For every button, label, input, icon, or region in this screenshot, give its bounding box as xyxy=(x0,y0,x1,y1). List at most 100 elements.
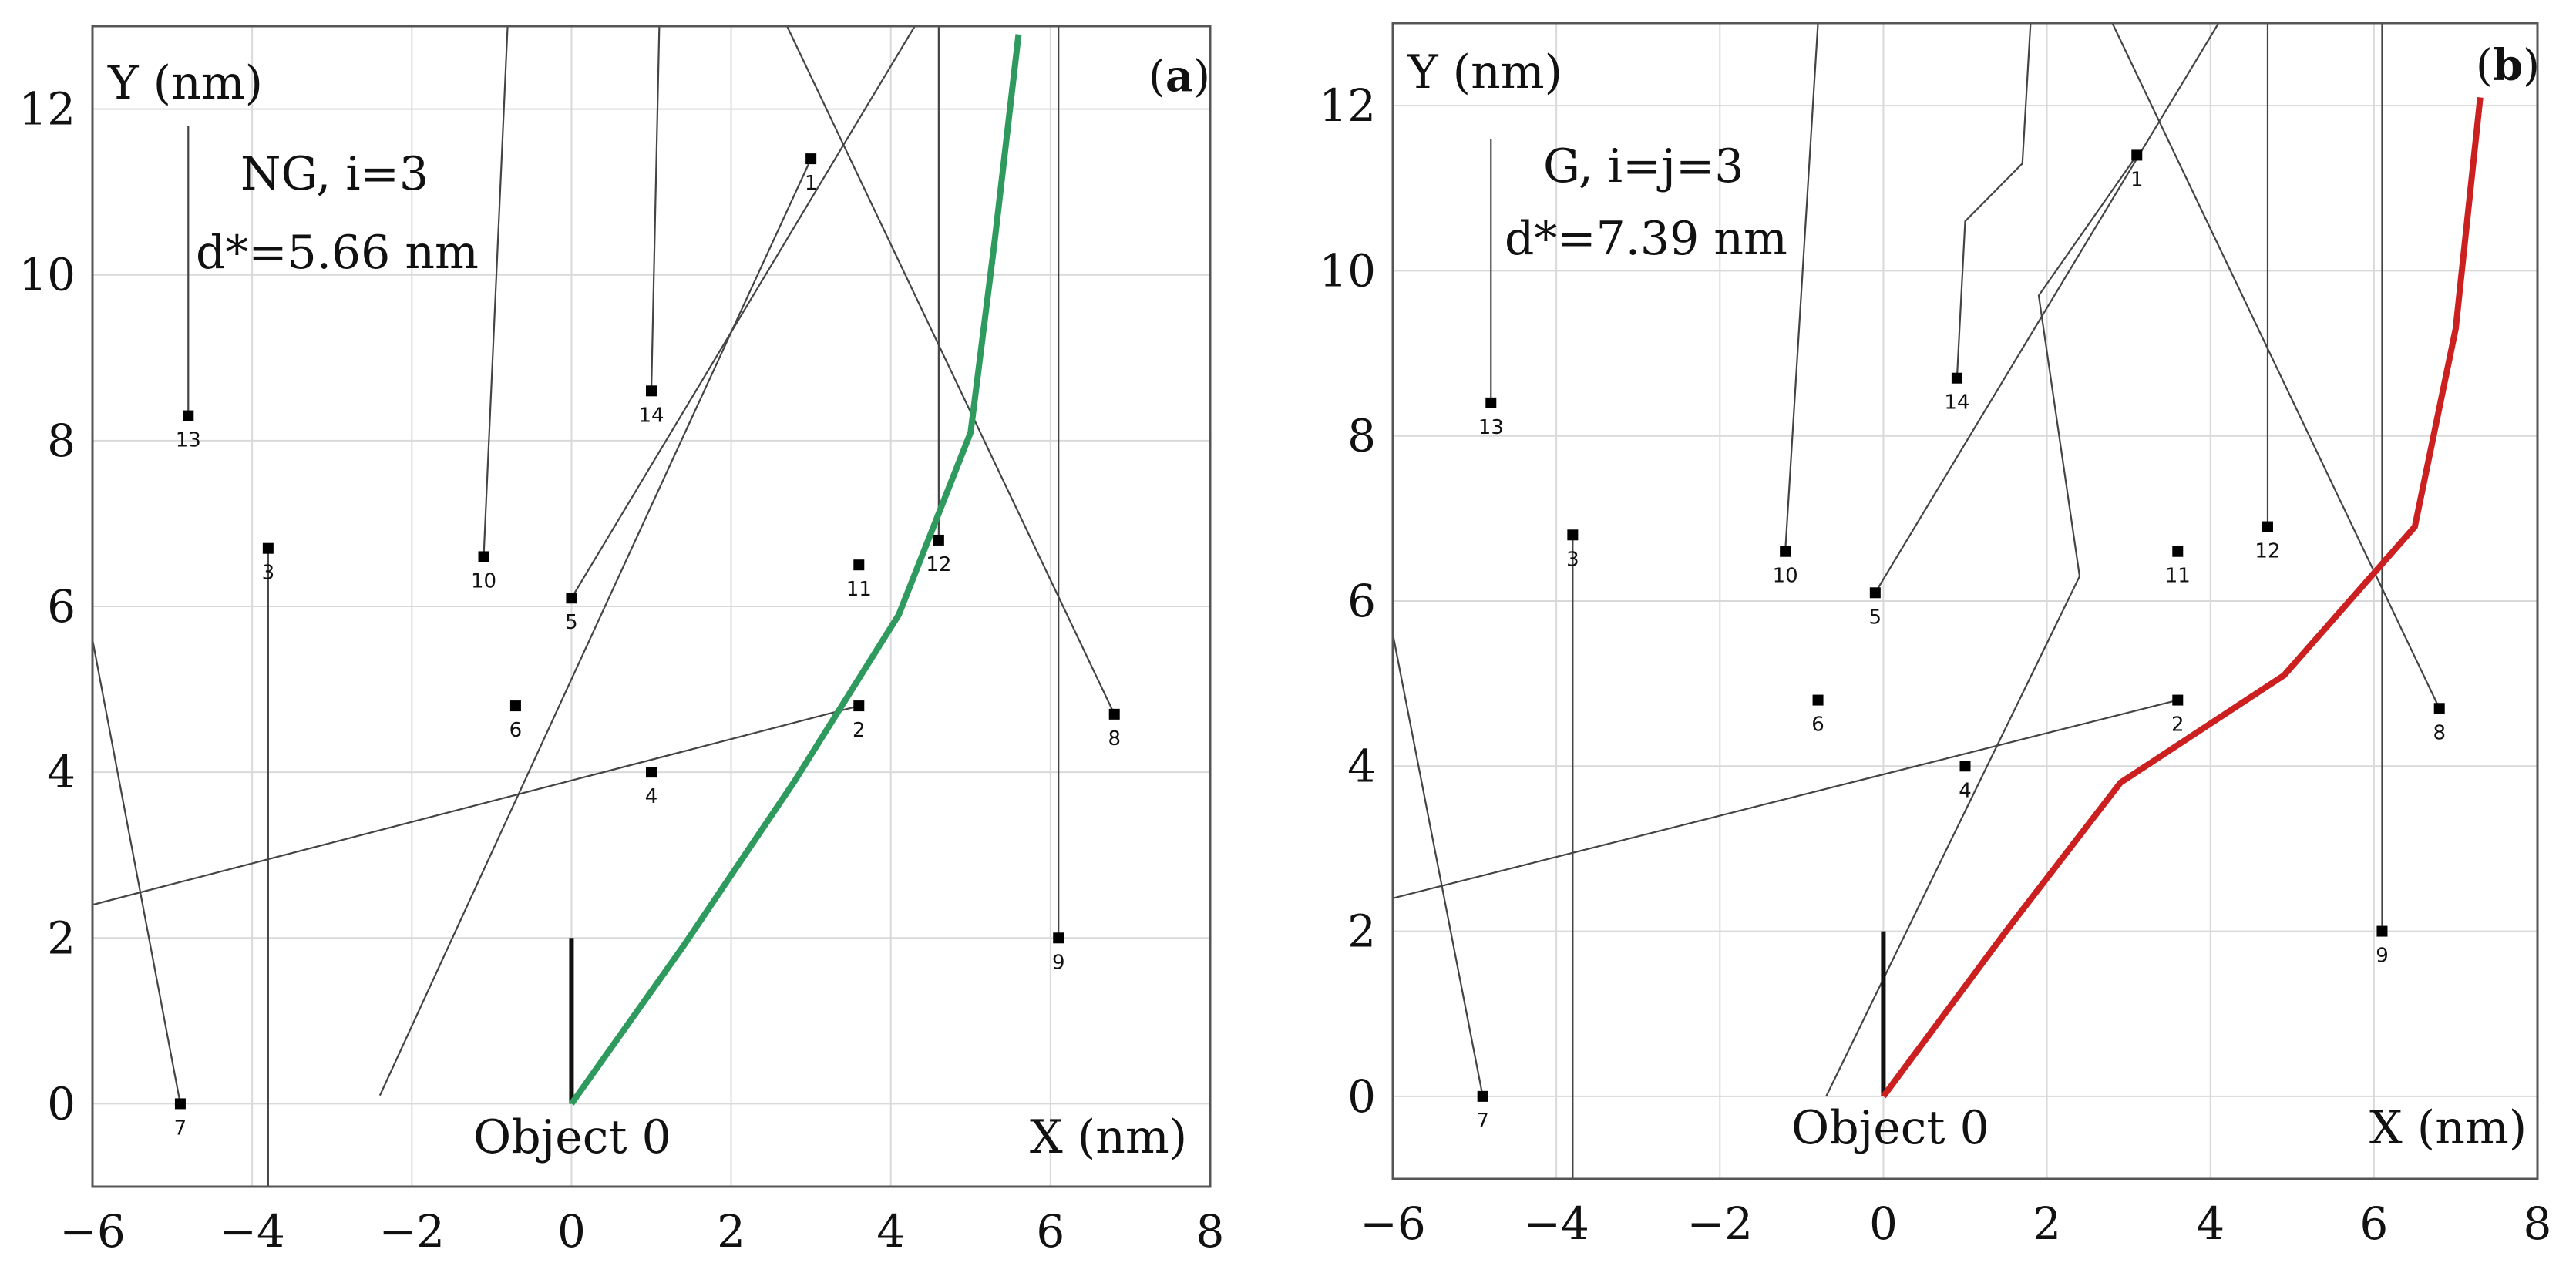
x-tick-label: −4 xyxy=(219,1205,285,1258)
object-11-label: 11 xyxy=(2165,565,2191,588)
object-4-label: 4 xyxy=(1959,779,1972,802)
plot-frame xyxy=(91,25,1212,1188)
object-1-label: 1 xyxy=(2130,168,2144,191)
x-tick-label: 2 xyxy=(2033,1197,2061,1250)
object-14-point xyxy=(1951,372,1962,384)
object-2-point xyxy=(2172,694,2184,706)
annotation-method: G, i=j=3 xyxy=(1543,139,1744,193)
origin-object-label: Object 0 xyxy=(473,1110,671,1164)
y-tick-label: 6 xyxy=(1347,575,1376,627)
object-10-label: 10 xyxy=(471,569,496,593)
object-14-trajectory xyxy=(1956,23,2032,378)
optimal-path-line xyxy=(569,34,1022,1106)
object-2-label: 2 xyxy=(853,719,866,742)
object-3-point xyxy=(262,542,274,554)
object-3-label: 3 xyxy=(262,562,275,585)
x-tick-label: −6 xyxy=(1360,1197,1426,1250)
object-11-point xyxy=(853,559,865,571)
x-tick-label: 8 xyxy=(1196,1205,1225,1258)
x-axis-title: X (nm) xyxy=(1030,1110,1187,1164)
y-tick-label: 8 xyxy=(1347,410,1376,462)
object-12-label: 12 xyxy=(926,553,951,576)
x-axis-title: X (nm) xyxy=(2369,1101,2527,1155)
y-tick-label: 12 xyxy=(18,83,76,136)
object-1-point xyxy=(2131,149,2143,161)
object-14-point xyxy=(646,385,657,397)
object-10-trajectory xyxy=(1784,23,1819,552)
object-11-label: 11 xyxy=(846,578,872,601)
object-7-trajectory xyxy=(92,639,182,1104)
panel-label-letter: b xyxy=(2493,40,2523,91)
object-6-point xyxy=(1812,694,1824,706)
object-6-label: 6 xyxy=(509,719,523,742)
object-8-trajectory xyxy=(2111,23,2440,709)
x-tick-label: 0 xyxy=(1869,1197,1898,1250)
annotation-distance: d*=5.66 nm xyxy=(196,226,479,280)
x-tick-label: 4 xyxy=(876,1205,905,1258)
object-5-point xyxy=(1869,587,1881,599)
object-5-label: 5 xyxy=(1869,606,1882,629)
y-axis-title: Y (nm) xyxy=(1407,45,1562,99)
x-tick-label: 6 xyxy=(1036,1205,1064,1258)
object-14-trajectory xyxy=(650,26,661,391)
object-4-point xyxy=(646,767,657,778)
y-tick-label: 0 xyxy=(47,1077,76,1130)
object-7-point xyxy=(1477,1090,1488,1102)
object-2-trajectory xyxy=(1393,699,2178,899)
object-8-label: 8 xyxy=(2433,721,2446,744)
y-tick-label: 2 xyxy=(1347,905,1376,958)
object-1-label: 1 xyxy=(805,172,818,195)
y-tick-label: 8 xyxy=(47,415,76,467)
object-2-trajectory xyxy=(92,705,859,906)
x-tick-label: 8 xyxy=(2524,1197,2552,1250)
object-7-label: 7 xyxy=(174,1117,187,1140)
object-7-label: 7 xyxy=(1476,1110,1489,1133)
object-2-label: 2 xyxy=(2171,714,2184,737)
object-6-label: 6 xyxy=(1811,714,1824,737)
object-1-trajectory xyxy=(1825,154,2138,1097)
object-8-label: 8 xyxy=(1108,727,1121,751)
y-tick-label: 12 xyxy=(1319,79,1376,132)
annotation-distance: d*=7.39 nm xyxy=(1505,212,1787,266)
object-12-point xyxy=(933,534,944,546)
panel-label: (a) xyxy=(1148,51,1210,102)
object-1-point xyxy=(805,153,817,165)
object-7-point xyxy=(174,1098,186,1110)
x-tick-label: 0 xyxy=(557,1205,586,1258)
object-5-point xyxy=(566,593,577,604)
object-14-label: 14 xyxy=(1944,391,1969,415)
x-tick-label: −6 xyxy=(59,1205,126,1258)
object-5-label: 5 xyxy=(565,611,578,634)
object-4-point xyxy=(1959,761,1971,772)
object-10-point xyxy=(478,551,489,562)
annotation-method: NG, i=3 xyxy=(240,147,429,201)
x-tick-label: 6 xyxy=(2359,1197,2388,1250)
object-12-point xyxy=(2262,521,2273,532)
y-tick-label: 6 xyxy=(47,580,76,633)
object-14-label: 14 xyxy=(638,404,664,427)
object-1-trajectory xyxy=(378,158,812,1096)
y-tick-label: 10 xyxy=(18,249,76,301)
panel-label: (b) xyxy=(2476,40,2540,91)
x-tick-label: −2 xyxy=(1687,1197,1754,1250)
object-13-label: 13 xyxy=(176,429,201,452)
x-tick-label: −4 xyxy=(1523,1197,1589,1250)
object-8-point xyxy=(2433,703,2445,714)
object-13-label: 13 xyxy=(1478,416,1504,439)
x-tick-label: −2 xyxy=(379,1205,446,1258)
object-11-point xyxy=(2172,546,2184,557)
object-7-trajectory xyxy=(1393,633,1484,1097)
object-10-trajectory xyxy=(483,26,509,557)
plot-frame xyxy=(1391,22,2539,1180)
object-6-point xyxy=(509,700,521,712)
object-13-point xyxy=(183,410,194,421)
object-2-point xyxy=(853,700,865,712)
x-tick-label: 2 xyxy=(717,1205,745,1258)
object-9-label: 9 xyxy=(2376,945,2389,968)
y-tick-label: 4 xyxy=(47,746,76,798)
object-5-trajectory xyxy=(1874,23,2220,593)
object-9-point xyxy=(2376,925,2388,937)
